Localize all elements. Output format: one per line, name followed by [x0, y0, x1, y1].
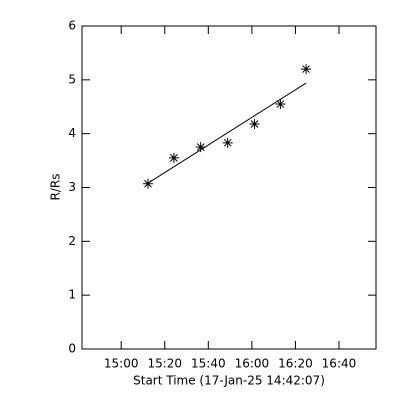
plot-frame [81, 25, 377, 350]
x-axis-label: Start Time (17-Jan-25 14:42:07) [133, 374, 325, 388]
y-tick-label: 5 [68, 72, 76, 86]
data-point [168, 152, 179, 163]
data-point [301, 64, 312, 75]
data-point [222, 137, 233, 148]
x-tick-label: 15:20 [147, 357, 182, 371]
y-axis-label: R/Rs [49, 174, 63, 201]
x-tick-label: 16:00 [235, 357, 270, 371]
x-tick-label: 16:40 [322, 357, 357, 371]
data-point [195, 142, 206, 153]
x-tick-label: 15:40 [191, 357, 226, 371]
y-tick-label: 1 [68, 288, 76, 302]
y-tick-label: 3 [68, 180, 76, 194]
y-tick-label: 0 [68, 342, 76, 356]
y-tick-label: 2 [68, 234, 76, 248]
x-tick-label: 15:00 [104, 357, 139, 371]
y-tick-label: 4 [68, 126, 76, 140]
x-tick-label: 16:20 [278, 357, 313, 371]
data-point [249, 118, 260, 129]
fit-line [147, 82, 307, 184]
y-tick-label: 6 [68, 19, 76, 33]
data-point [142, 178, 153, 189]
data-point [275, 99, 286, 110]
